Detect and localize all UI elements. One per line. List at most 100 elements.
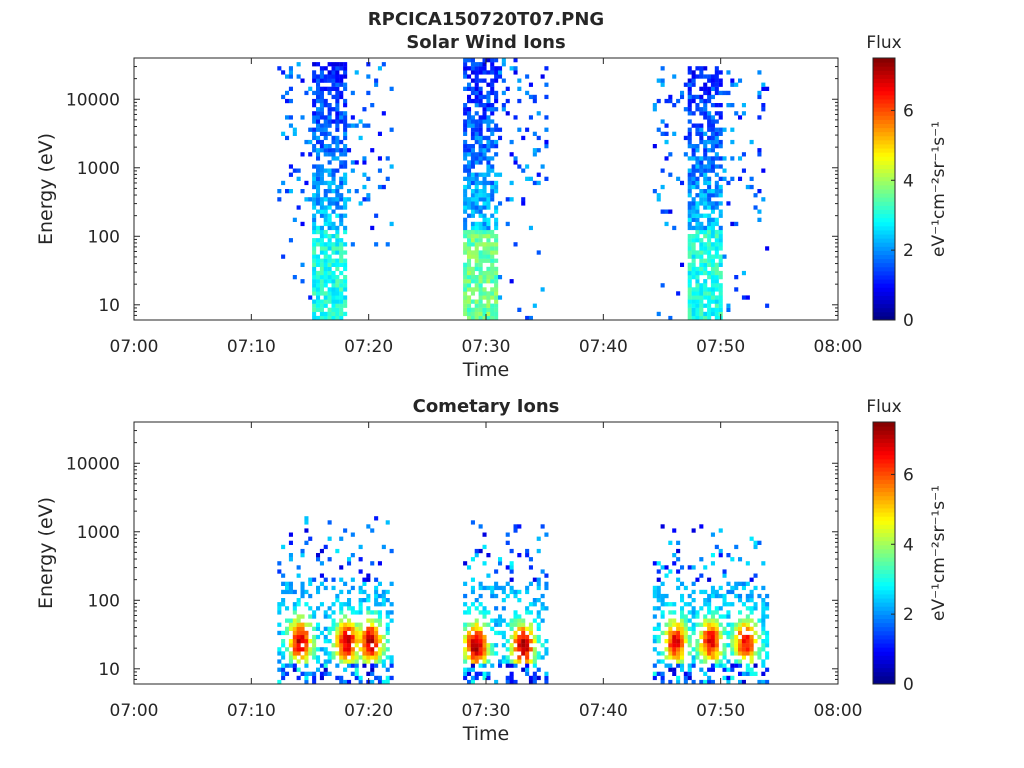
colorbar-step (873, 303, 895, 309)
flux-cell (316, 78, 321, 83)
flux-cell (285, 630, 290, 636)
flux-cell (525, 176, 530, 181)
flux-cell (707, 78, 712, 83)
flux-cell (532, 148, 537, 153)
flux-cell (463, 250, 468, 255)
colorbar-step (873, 143, 895, 149)
flux-cell (281, 630, 286, 636)
flux-cell (710, 209, 715, 214)
flux-cell (312, 164, 317, 169)
flux-cell (660, 614, 665, 619)
flux-cell (319, 675, 324, 681)
flux-cell (490, 589, 495, 595)
flux-cell (738, 557, 743, 562)
flux-cell (536, 548, 541, 554)
colorbar-step (873, 557, 895, 562)
flux-cell (474, 606, 479, 611)
flux-cell (362, 630, 367, 636)
flux-cell (707, 74, 712, 79)
flux-cell (478, 156, 483, 161)
flux-cell (680, 614, 685, 619)
flux-cell (668, 630, 673, 636)
flux-cell (710, 618, 715, 623)
flux-cell (691, 262, 696, 267)
flux-cell (474, 303, 479, 308)
colorbar-step (873, 422, 895, 427)
flux-cell (490, 250, 495, 255)
flux-cell (300, 78, 305, 83)
flux-cell (292, 622, 297, 627)
flux-cell (374, 213, 379, 218)
flux-cell (676, 291, 681, 296)
flux-cell (312, 197, 317, 202)
flux-cell (319, 299, 324, 304)
flux-cell (660, 659, 665, 664)
flux-cell (478, 266, 483, 272)
colorbar-step (873, 111, 895, 116)
flux-cell (319, 176, 324, 181)
flux-cell (339, 90, 344, 96)
flux-cell (292, 667, 297, 672)
flux-cell (474, 626, 479, 631)
flux-cell (490, 164, 495, 169)
flux-cell (532, 639, 537, 644)
flux-cell (347, 643, 352, 648)
flux-cell (327, 262, 332, 267)
flux-cell (509, 671, 514, 676)
flux-cell (470, 655, 475, 660)
flux-cell (470, 602, 475, 607)
flux-cell (703, 82, 708, 87)
flux-cell (741, 111, 746, 116)
flux-cell (765, 679, 770, 685)
flux-cell (316, 262, 321, 267)
flux-cell (703, 164, 708, 169)
flux-cell (478, 242, 483, 247)
flux-cell (703, 679, 708, 685)
flux-cell (335, 266, 340, 272)
colorbar-tick-label: 0 (903, 675, 914, 695)
flux-cell (498, 66, 503, 71)
flux-cell (331, 303, 336, 308)
flux-cell (335, 205, 340, 210)
flux-cell (714, 111, 719, 116)
flux-cell (335, 303, 340, 308)
flux-cell (668, 569, 673, 574)
flux-cell (707, 643, 712, 648)
flux-cell (316, 172, 321, 177)
flux-cell (509, 561, 514, 566)
flux-cell (517, 164, 522, 169)
flux-cell (316, 184, 321, 190)
flux-cell (312, 103, 317, 108)
flux-cell (668, 634, 673, 640)
flux-cell (730, 634, 735, 640)
flux-cell (656, 589, 661, 595)
flux-cell (536, 614, 541, 619)
flux-cell (482, 103, 487, 108)
flux-cell (327, 78, 332, 83)
flux-cell (482, 58, 487, 63)
flux-cell (710, 630, 715, 636)
flux-cell (347, 598, 352, 603)
flux-cell (695, 184, 700, 190)
flux-cell (532, 602, 537, 607)
flux-cell (513, 679, 518, 685)
flux-cell (718, 287, 723, 292)
flux-cell (327, 536, 332, 541)
flux-cell (730, 675, 735, 681)
colorbar-step (873, 70, 895, 75)
flux-cell (691, 242, 696, 247)
flux-cell (691, 630, 696, 636)
flux-cell (366, 193, 371, 198)
flux-cell (474, 651, 479, 656)
flux-cell (478, 663, 483, 668)
flux-cell (323, 577, 328, 582)
flux-cell (331, 82, 336, 87)
flux-cell (521, 639, 526, 644)
flux-cell (521, 643, 526, 648)
flux-cell (714, 647, 719, 652)
flux-cell (691, 168, 696, 173)
flux-cell (753, 544, 758, 550)
colorbar-step (873, 503, 895, 509)
flux-cell (505, 639, 510, 644)
flux-cell (362, 107, 367, 112)
